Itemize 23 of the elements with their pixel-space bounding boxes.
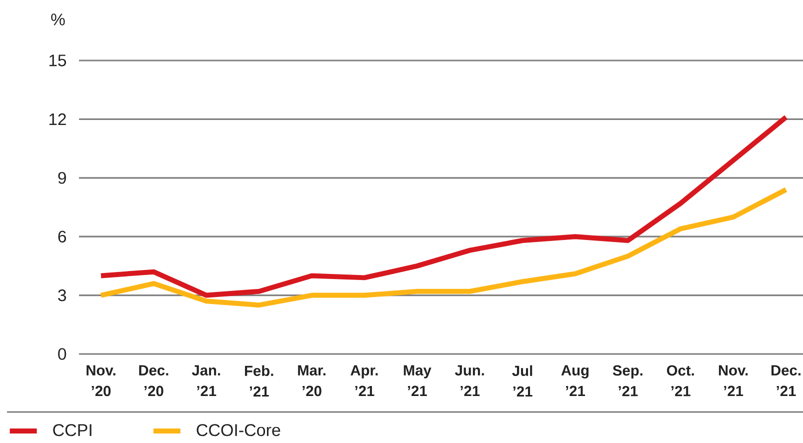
x-tick-label: Nov. ’20 [86, 365, 116, 396]
y-tick-label: 0 [58, 348, 66, 360]
x-tick-label: Dec. ’20 [139, 365, 168, 396]
x-tick-label: Sep. ’21 [612, 365, 642, 396]
x-tick-label: May ’21 [404, 365, 432, 396]
x-tick-label: Apr. ’21 [350, 365, 378, 396]
y-tick-label: 15 [49, 54, 66, 66]
x-tick-label: Mar. ’20 [298, 365, 326, 396]
y-tick-label: 9 [58, 172, 66, 184]
x-tick-label: Dec. ’21 [772, 365, 800, 396]
legend-label: CCOI-Core [196, 424, 280, 436]
x-tick-label: Nov. ’21 [718, 365, 748, 396]
x-tick-label: Jun. ’21 [455, 365, 484, 396]
x-tick-label: Oct. ’21 [666, 365, 694, 396]
x-tick-label: Jan. ’21 [192, 365, 220, 396]
x-tick-label: Jul ’21 [512, 365, 532, 397]
y-tick-label: 6 [58, 230, 66, 243]
x-tick-label: Aug ’21 [561, 365, 588, 396]
y-axis-title: % [51, 14, 65, 26]
x-tick-label: Feb. ’21 [244, 365, 274, 397]
y-tick-label: 12 [49, 113, 66, 126]
y-tick-label: 3 [58, 289, 66, 302]
legend-label: CCPI [53, 424, 92, 436]
